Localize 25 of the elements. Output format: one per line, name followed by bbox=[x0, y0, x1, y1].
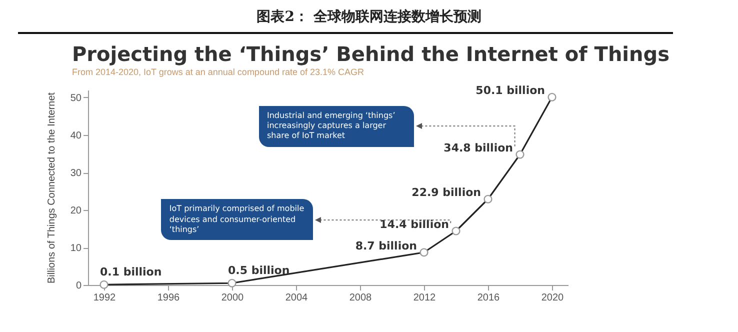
x-tick-label: 1996 bbox=[157, 292, 180, 304]
text: From 2014-2020, IoT grows at an annual compound rate of 23.1% CAGR bbox=[72, 67, 364, 77]
y-tick-label: 50 bbox=[70, 93, 82, 104]
x-tick-label: 2016 bbox=[477, 292, 500, 304]
y-tick-label: 0 bbox=[76, 280, 82, 292]
x-tick-label: 2004 bbox=[285, 292, 308, 304]
x-tick-label: 2020 bbox=[541, 292, 564, 304]
chart-subtitle: Projecting the ‘Things’ Behind the Internet of Things bbox=[72, 42, 670, 66]
data-label: 34.8 billion bbox=[444, 142, 513, 154]
data-label: 22.9 billion bbox=[412, 186, 481, 200]
x-tick-label: 2000 bbox=[221, 292, 244, 304]
data-label: 8.7 billion bbox=[355, 239, 417, 252]
data-label: 14.4 billion bbox=[380, 218, 449, 231]
chart-title: 图表2： 全球物联网连接数增长预测 bbox=[256, 8, 482, 26]
x-tick-label: 2008 bbox=[349, 292, 372, 304]
data-label: 50.1 billion bbox=[476, 84, 545, 98]
data-label: 0.5 billion bbox=[228, 264, 290, 278]
x-tick-label: 1992 bbox=[93, 292, 116, 304]
y-axis-title: Billions of Things Connected to the Internet bbox=[46, 92, 58, 284]
y-tick-label: 30 bbox=[70, 168, 82, 179]
y-tick-label: 10 bbox=[70, 243, 82, 254]
y-tick-label: 40 bbox=[70, 130, 82, 142]
data-label: 0.1 billion bbox=[100, 266, 162, 279]
x-tick-label: 2012 bbox=[413, 292, 436, 304]
y-tick-label: 20 bbox=[70, 206, 82, 216]
